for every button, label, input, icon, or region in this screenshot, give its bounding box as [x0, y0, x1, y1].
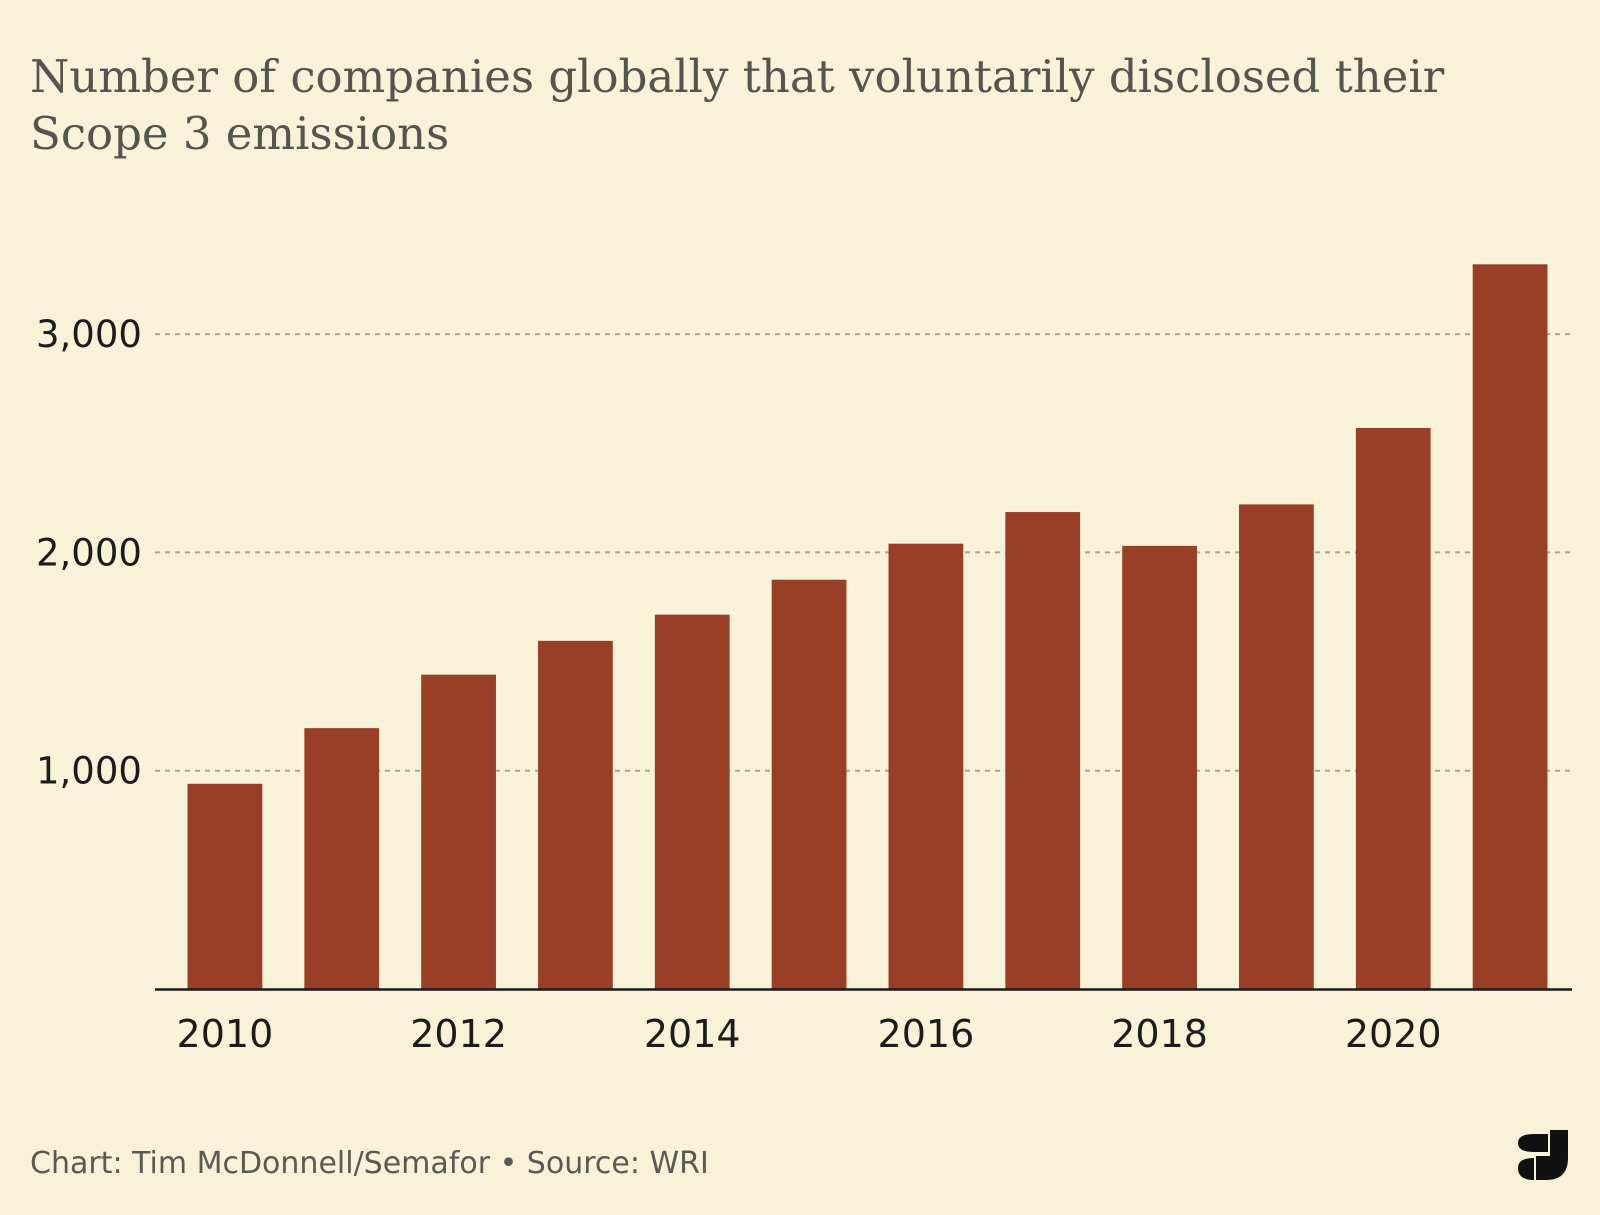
- x-tick-label: 2014: [644, 1012, 741, 1056]
- bar: 2013: 1595: [538, 640, 613, 989]
- y-tick-label: 2,000: [36, 531, 142, 574]
- bar: 2017: 2185: [1005, 512, 1081, 989]
- gridlines: [155, 333, 1572, 772]
- y-tick-label: 1,000: [36, 750, 142, 793]
- bar: 2021: 3320: [1472, 264, 1548, 989]
- bar: 2014: 1715: [654, 614, 730, 989]
- y-tick-label: 3,000: [36, 313, 142, 356]
- x-tick-label: 2020: [1345, 1012, 1442, 1056]
- x-tick-label: 2018: [1111, 1012, 1208, 1056]
- bar: 2018: 2030: [1122, 545, 1197, 989]
- bar: 2012: 1440: [421, 674, 496, 989]
- bar: 2010: 940: [187, 783, 263, 989]
- bar: 2016: 2040: [888, 543, 964, 989]
- bars: 2010: 940 2011: 1195 2012: 1440 2013: 1595 2…: [187, 264, 1548, 989]
- y-tick-labels: 1,000 2,000 3,000: [36, 313, 142, 793]
- x-tick-label: 2012: [410, 1012, 507, 1056]
- bar: 2015: 1875: [771, 579, 847, 989]
- semafor-logo-icon: [1518, 1130, 1568, 1180]
- bar: 2011: 1195: [304, 728, 380, 989]
- x-tick-label: 2016: [878, 1012, 975, 1056]
- x-tick-labels: 2010 2012 2014 2016 2018 2020: [177, 1012, 1442, 1056]
- chart-title: Number of companies globally that volunt…: [30, 50, 1445, 160]
- chart-credit: Chart: Tim McDonnell/Semafor • Source: W…: [30, 1146, 709, 1181]
- bar: 2020: 2570: [1355, 428, 1431, 989]
- x-tick-label: 2010: [177, 1012, 274, 1056]
- bar: 2019: 2220: [1239, 504, 1314, 989]
